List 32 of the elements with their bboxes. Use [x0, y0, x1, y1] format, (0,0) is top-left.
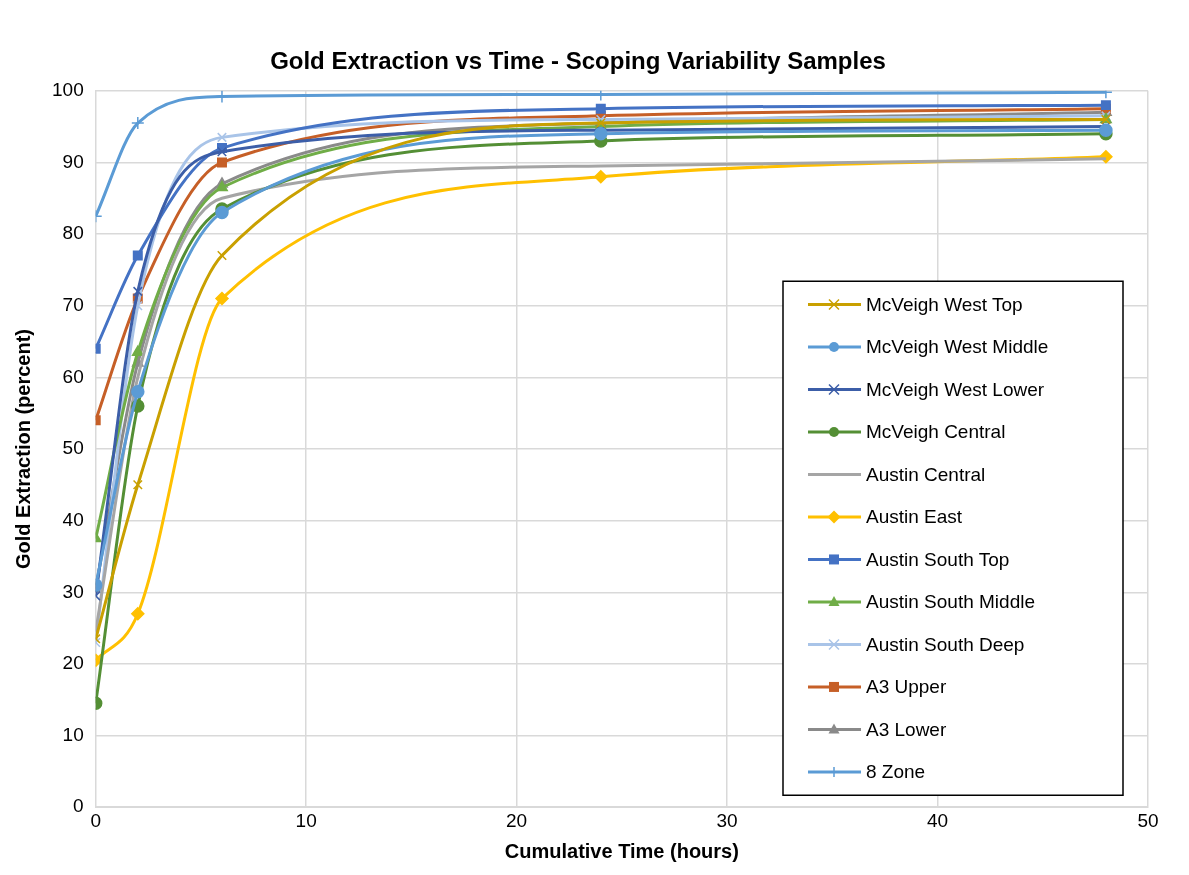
- x-tick-label: 30: [716, 809, 738, 831]
- legend-label: 8 Zone: [866, 761, 926, 783]
- legend-label: McVeigh West Middle: [866, 336, 1049, 358]
- y-tick-label: 0: [73, 795, 84, 817]
- y-tick-label: 80: [62, 222, 84, 244]
- legend-label: A3 Lower: [866, 718, 947, 740]
- y-tick-label: 40: [62, 508, 84, 530]
- y-tick-label: 60: [62, 365, 84, 387]
- x-tick-label: 20: [506, 809, 528, 831]
- x-tick-label: 50: [1137, 809, 1159, 831]
- x-tick-label: 40: [926, 809, 949, 831]
- legend-label: Austin South Middle: [866, 591, 1035, 613]
- legend-label: McVeigh West Lower: [866, 378, 1045, 400]
- y-tick-label: 70: [62, 293, 84, 315]
- x-tick-label: 0: [90, 809, 101, 831]
- y-axis-title: Gold Extraction (percent): [11, 328, 34, 570]
- legend-label: Austin South Top: [866, 548, 1010, 570]
- y-tick-label: 10: [62, 723, 84, 745]
- chart-title: Gold Extraction vs Time - Scoping Variability Samples: [270, 47, 886, 75]
- legend-label: McVeigh West Top: [866, 293, 1023, 315]
- x-axis-title: Cumulative Time (hours): [504, 839, 739, 862]
- y-tick-label: 90: [62, 150, 84, 172]
- y-tick-label: 100: [52, 79, 84, 101]
- legend-label: A3 Upper: [866, 676, 947, 698]
- legend-label: McVeigh Central: [866, 421, 1006, 443]
- y-tick-label: 20: [62, 652, 84, 674]
- x-tick-label: 10: [295, 809, 317, 831]
- y-tick-label: 50: [62, 437, 84, 459]
- legend-label: Austin East: [866, 506, 963, 528]
- legend-label: Austin Central: [866, 463, 986, 485]
- legend-label: Austin South Deep: [866, 633, 1025, 655]
- y-tick-label: 30: [62, 580, 84, 602]
